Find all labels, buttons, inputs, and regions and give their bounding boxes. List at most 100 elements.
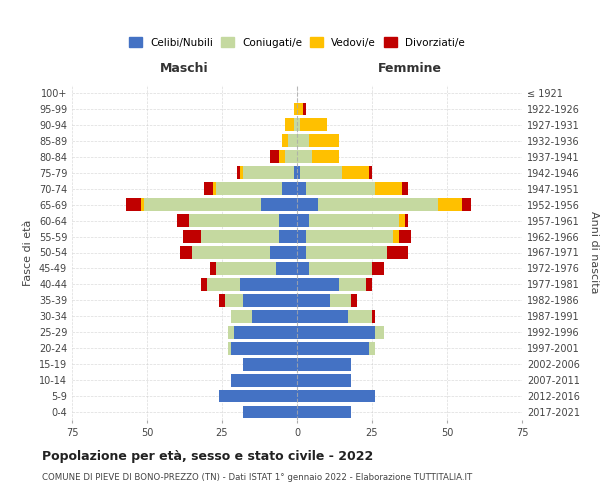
Bar [192, 246, 270, 259]
Bar [297, 326, 375, 338]
Bar [297, 214, 309, 227]
Bar [231, 374, 297, 386]
Bar [342, 166, 369, 179]
Bar [225, 294, 243, 306]
Bar [282, 134, 288, 147]
Bar [297, 102, 303, 116]
Bar [243, 406, 297, 418]
Bar [297, 182, 306, 195]
Bar [240, 166, 243, 179]
Bar [309, 262, 372, 275]
Bar [297, 390, 375, 402]
Bar [180, 246, 192, 259]
Bar [177, 214, 189, 227]
Bar [297, 166, 300, 179]
Bar [219, 390, 297, 402]
Bar [297, 134, 309, 147]
Bar [297, 374, 351, 386]
Bar [231, 342, 297, 354]
Bar [372, 310, 375, 322]
Bar [297, 278, 339, 291]
Bar [297, 294, 330, 306]
Bar [309, 214, 399, 227]
Bar [402, 182, 408, 195]
Bar [399, 230, 411, 243]
Bar [270, 150, 279, 163]
Bar [318, 198, 438, 211]
Bar [204, 182, 213, 195]
Bar [399, 214, 405, 227]
Bar [126, 198, 141, 211]
Bar [438, 198, 462, 211]
Bar [387, 246, 408, 259]
Bar [297, 342, 369, 354]
Bar [216, 262, 276, 275]
Bar [189, 214, 279, 227]
Bar [405, 214, 408, 227]
Bar [351, 294, 357, 306]
Bar [294, 118, 297, 132]
Bar [462, 198, 471, 211]
Bar [228, 342, 231, 354]
Bar [294, 166, 297, 179]
Bar [207, 278, 240, 291]
Bar [330, 294, 351, 306]
Bar [243, 358, 297, 370]
Bar [279, 230, 297, 243]
Bar [303, 102, 306, 116]
Bar [297, 118, 300, 132]
Bar [282, 182, 297, 195]
Bar [183, 230, 201, 243]
Bar [297, 310, 348, 322]
Bar [201, 230, 279, 243]
Bar [219, 294, 225, 306]
Bar [237, 166, 240, 179]
Legend: Celibi/Nubili, Coniugati/e, Vedovi/e, Divorziati/e: Celibi/Nubili, Coniugati/e, Vedovi/e, Di… [125, 34, 469, 52]
Bar [297, 246, 306, 259]
Bar [369, 166, 372, 179]
Bar [369, 342, 375, 354]
Bar [372, 262, 384, 275]
Bar [276, 262, 297, 275]
Bar [309, 134, 339, 147]
Bar [300, 118, 327, 132]
Bar [201, 278, 207, 291]
Text: COMUNE DI PIEVE DI BONO-PREZZO (TN) - Dati ISTAT 1° gennaio 2022 - Elaborazione : COMUNE DI PIEVE DI BONO-PREZZO (TN) - Da… [42, 472, 472, 482]
Bar [252, 310, 297, 322]
Bar [306, 246, 387, 259]
Bar [339, 278, 366, 291]
Bar [348, 310, 372, 322]
Bar [213, 182, 216, 195]
Bar [297, 230, 306, 243]
Bar [141, 198, 144, 211]
Bar [240, 278, 297, 291]
Bar [375, 182, 402, 195]
Bar [144, 198, 261, 211]
Bar [210, 262, 216, 275]
Bar [285, 150, 297, 163]
Bar [234, 326, 297, 338]
Y-axis label: Anni di nascita: Anni di nascita [589, 211, 599, 294]
Bar [279, 150, 285, 163]
Bar [228, 326, 234, 338]
Y-axis label: Fasce di età: Fasce di età [23, 220, 33, 286]
Bar [300, 166, 342, 179]
Bar [261, 198, 297, 211]
Bar [270, 246, 297, 259]
Text: Maschi: Maschi [160, 62, 209, 76]
Bar [231, 310, 252, 322]
Bar [375, 326, 384, 338]
Bar [216, 182, 282, 195]
Text: Popolazione per età, sesso e stato civile - 2022: Popolazione per età, sesso e stato civil… [42, 450, 373, 463]
Bar [297, 262, 309, 275]
Bar [294, 102, 297, 116]
Bar [288, 134, 297, 147]
Bar [306, 182, 375, 195]
Bar [312, 150, 339, 163]
Bar [243, 294, 297, 306]
Bar [366, 278, 372, 291]
Text: Femmine: Femmine [377, 62, 442, 76]
Bar [297, 198, 318, 211]
Bar [306, 230, 393, 243]
Bar [279, 214, 297, 227]
